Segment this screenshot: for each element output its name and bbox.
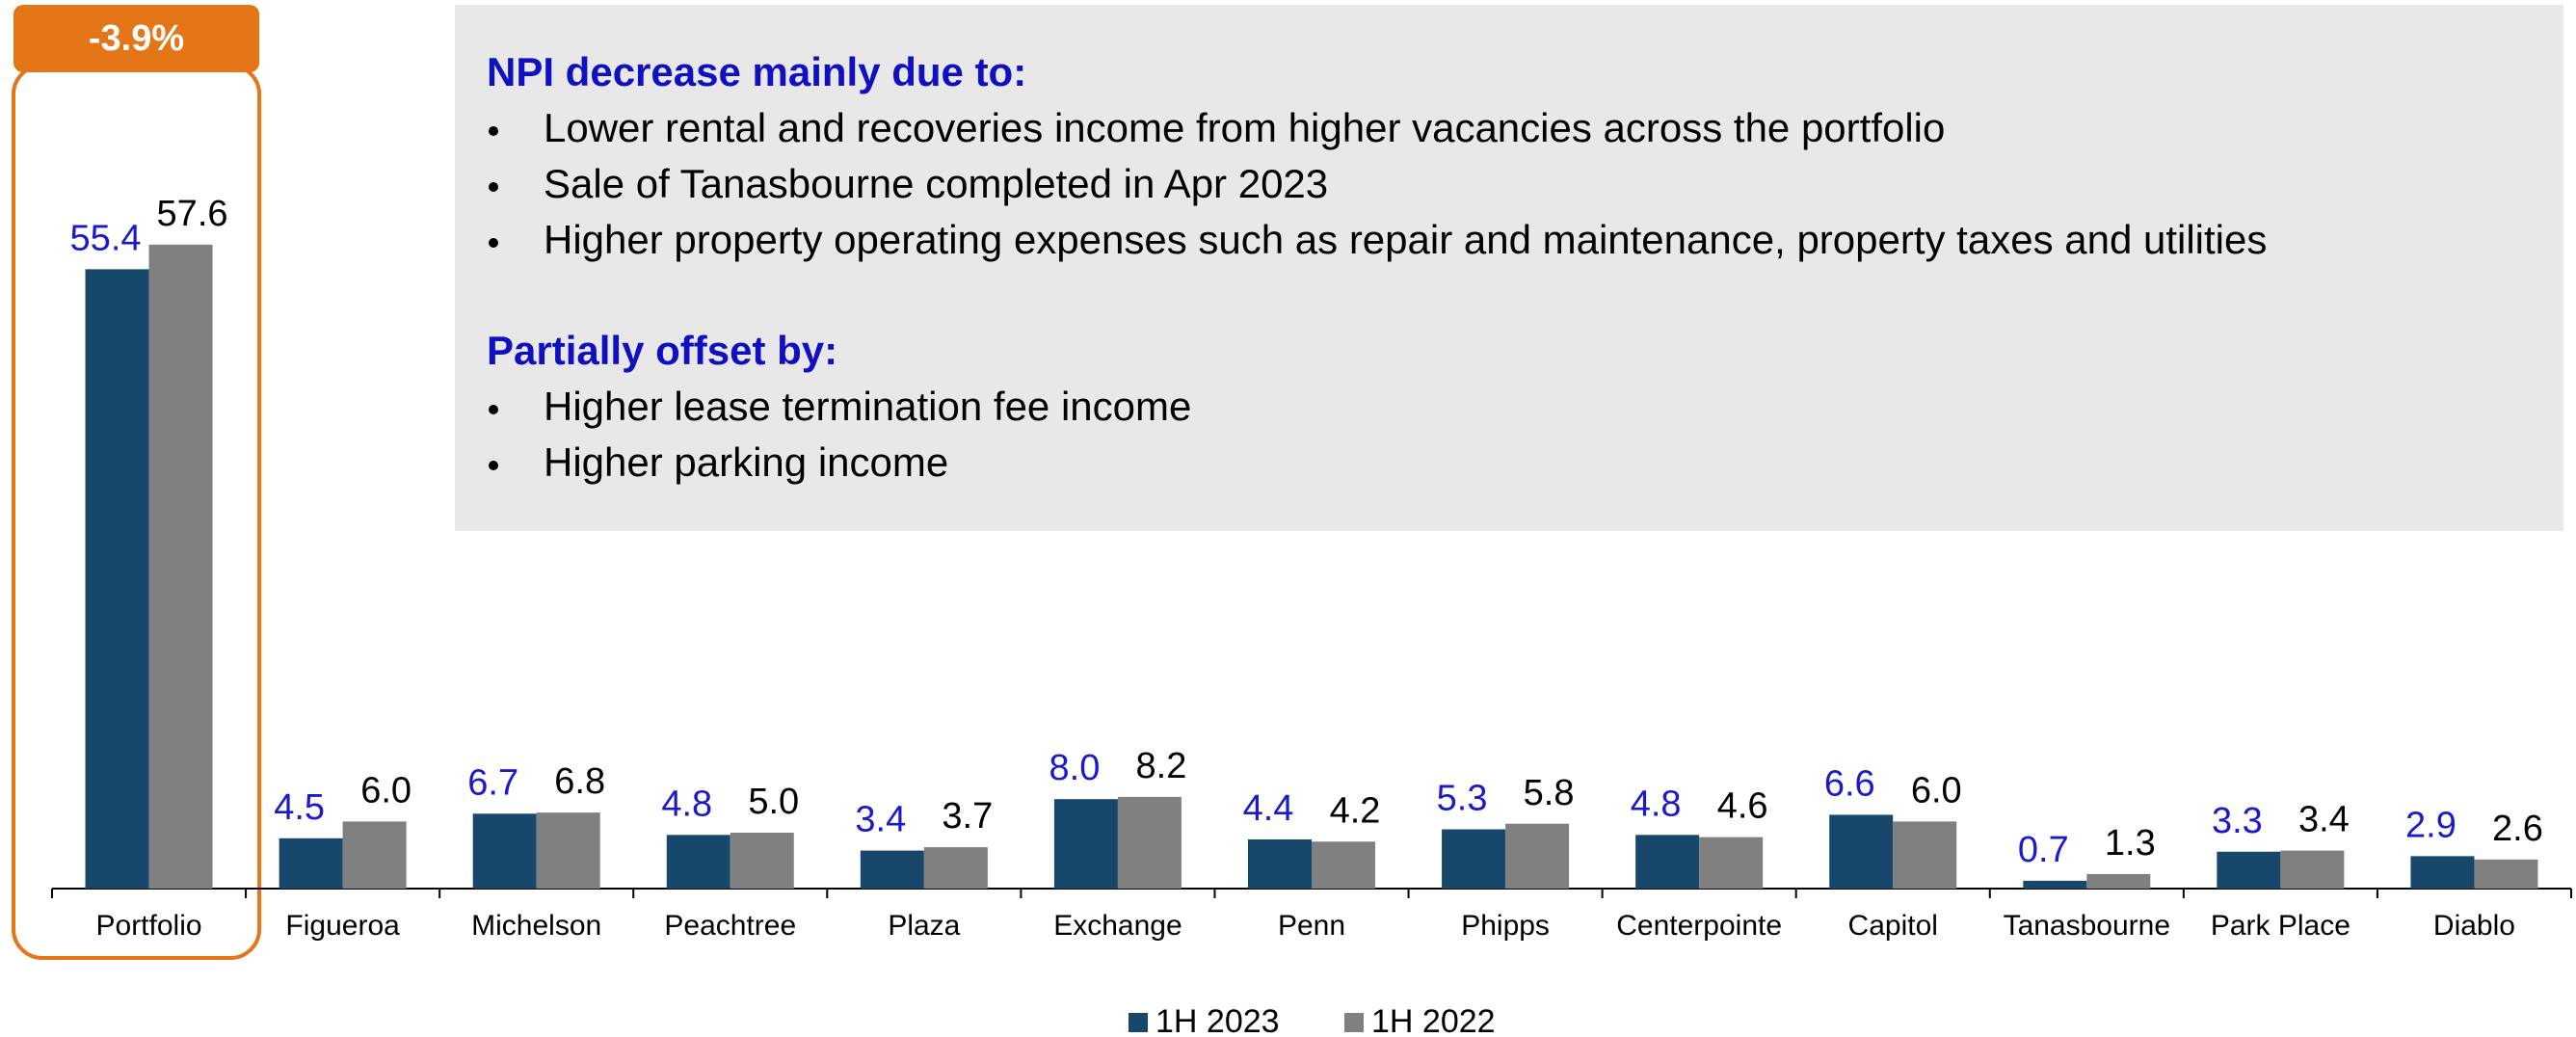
bar (1635, 835, 1700, 889)
bar (342, 821, 407, 889)
notes-heading: Partially offset by: (487, 328, 837, 373)
bullet-dot (489, 405, 498, 414)
value-label: 4.2 (1330, 790, 1381, 831)
x-tick-label: Park Place (2211, 910, 2350, 942)
x-tick-label: Plaza (888, 910, 960, 942)
bar (148, 244, 213, 890)
value-label: 6.0 (360, 770, 412, 811)
bar (860, 850, 924, 889)
bar (536, 812, 600, 889)
bar (2217, 851, 2281, 889)
x-tick-label: Michelson (471, 910, 601, 942)
bullet-dot (489, 461, 498, 470)
bar (1248, 838, 1312, 889)
value-label: 55.4 (70, 218, 142, 258)
bullet-dot (489, 182, 498, 192)
bullet-dot (489, 126, 498, 136)
value-label: 4.6 (1717, 786, 1768, 827)
value-label: 6.8 (554, 761, 605, 802)
value-label: 8.0 (1049, 748, 1101, 788)
x-tick-label: Exchange (1053, 910, 1182, 942)
bar (1505, 823, 1570, 889)
bar (2410, 856, 2475, 889)
legend-label: 1H 2022 (1371, 1003, 1496, 1037)
legend-swatch (1129, 1013, 1148, 1032)
bar (1893, 821, 1957, 889)
bar (2023, 880, 2087, 889)
value-label: 4.8 (1631, 784, 1682, 824)
value-label: 0.7 (2018, 830, 2069, 870)
bar (923, 847, 988, 889)
bar (2086, 873, 2151, 889)
bar (472, 813, 537, 889)
legend-swatch (1344, 1013, 1364, 1032)
x-tick-label: Portfolio (96, 910, 202, 942)
bullet-dot (489, 238, 498, 248)
bar (1829, 814, 1894, 889)
bar (2474, 859, 2538, 889)
bar (279, 838, 343, 889)
value-label: 8.2 (1136, 746, 1187, 786)
notes-bullet: Sale of Tanasbourne completed in Apr 202… (544, 161, 1328, 206)
value-label: 6.6 (1824, 763, 1875, 804)
x-tick-label: Penn (1278, 910, 1345, 942)
x-tick-label: Phipps (1461, 910, 1550, 942)
value-label: 3.3 (2212, 801, 2263, 841)
bar (85, 269, 149, 889)
value-label: 57.6 (157, 194, 228, 234)
value-label: 3.4 (2298, 800, 2350, 840)
value-label: 2.9 (2405, 805, 2456, 845)
bar (1312, 841, 1375, 889)
bar (666, 835, 730, 889)
value-label: 5.8 (1524, 773, 1575, 813)
x-tick-label: Centerpointe (1616, 910, 1782, 942)
value-label: 3.4 (855, 800, 906, 840)
highlight-label: -3.9% (89, 18, 184, 59)
notes-box (455, 5, 2563, 531)
value-label: 4.4 (1243, 788, 1294, 829)
x-tick-label: Peachtree (664, 910, 796, 942)
notes-heading: NPI decrease mainly due to: (487, 49, 1026, 94)
bar (730, 833, 794, 889)
bar (1442, 829, 1506, 889)
x-tick-label: Diablo (2433, 910, 2515, 942)
x-tick-label: Tanasbourne (2004, 910, 2170, 942)
value-label: 6.0 (1911, 770, 1962, 811)
value-label: 6.7 (467, 762, 518, 803)
notes-bullet: Higher parking income (544, 439, 948, 485)
bar (2280, 850, 2345, 889)
value-label: 4.8 (661, 784, 712, 824)
value-label: 1.3 (2105, 823, 2156, 864)
bar (1699, 837, 1764, 889)
bar (1117, 796, 1182, 889)
value-label: 5.3 (1437, 779, 1488, 819)
value-label: 2.6 (2492, 809, 2543, 849)
notes-bullet: Higher lease termination fee income (544, 384, 1191, 429)
value-label: 4.5 (274, 787, 325, 828)
x-tick-label: Capitol (1848, 910, 1938, 942)
notes-bullet: Lower rental and recoveries income from … (544, 105, 1945, 150)
x-tick-label: Figueroa (285, 910, 400, 942)
legend-label: 1H 2023 (1155, 1003, 1280, 1037)
bar (1053, 799, 1118, 889)
value-label: 3.7 (942, 796, 993, 837)
value-label: 5.0 (748, 782, 799, 822)
highlight-badge (13, 5, 260, 72)
notes-bullet: Higher property operating expenses such … (544, 217, 2267, 262)
